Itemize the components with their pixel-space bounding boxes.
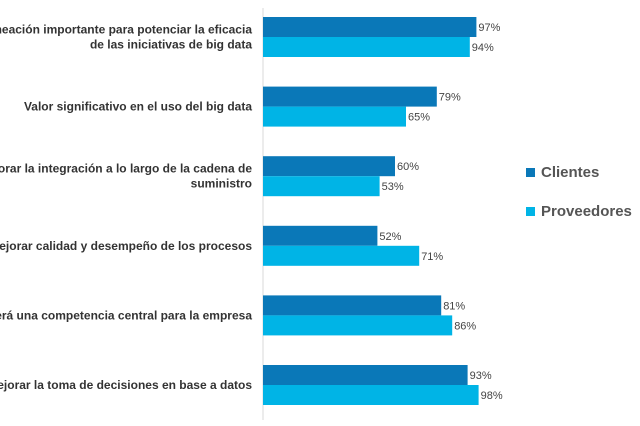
bar-proveedores	[263, 245, 420, 266]
data-label: 94%	[472, 42, 494, 54]
labels-group: Alineación importante para potenciar la …	[0, 22, 503, 402]
data-label: 71%	[421, 251, 443, 263]
data-label: 97%	[478, 22, 500, 34]
category-label-line: suministro	[191, 177, 252, 191]
legend-swatch-clientes	[526, 168, 535, 177]
bar-proveedores	[263, 37, 470, 57]
bar-clientes	[263, 295, 442, 316]
category-label: Alineación importante para potenciar la …	[0, 23, 252, 52]
category-label-line: Mejorar la integración a lo largo de la …	[0, 162, 252, 176]
data-label: 79%	[439, 92, 461, 104]
category-label-line: de las iniciativas de big data	[90, 38, 252, 52]
bar-clientes	[263, 365, 468, 385]
legend-label-clientes: Clientes	[541, 164, 599, 181]
data-label: 98%	[481, 390, 503, 402]
bar-proveedores	[263, 176, 380, 197]
data-label: 93%	[470, 370, 492, 382]
category-label: Valor significativo en el uso del big da…	[24, 100, 252, 114]
bar-proveedores	[263, 385, 479, 405]
category-label-line: Será una competencia central para la emp…	[0, 308, 252, 322]
category-label: Mejorar la integración a lo largo de la …	[0, 162, 252, 191]
data-label: 86%	[454, 320, 476, 332]
category-label-line: Mejorar calidad y desempeño de los proce…	[0, 239, 252, 253]
category-label-line: Valor significativo en el uso del big da…	[24, 100, 252, 114]
category-label-line: Alineación importante para potenciar la …	[0, 23, 252, 37]
data-label: 81%	[443, 300, 465, 312]
data-label: 65%	[408, 112, 430, 124]
bar-proveedores	[263, 315, 453, 336]
category-label: Mejorar la toma de decisiones en base a …	[0, 378, 252, 392]
bars-group	[263, 17, 479, 405]
category-label-line: Mejorar la toma de decisiones en base a …	[0, 378, 252, 392]
category-label: Será una competencia central para la emp…	[0, 308, 252, 322]
legend-swatch-proveedores	[526, 207, 535, 216]
legend: Clientes Proveedores	[526, 164, 632, 220]
legend-label-proveedores: Proveedores	[541, 203, 632, 220]
category-label: Mejorar calidad y desempeño de los proce…	[0, 239, 252, 253]
data-label: 52%	[379, 231, 401, 243]
data-label: 53%	[382, 181, 404, 193]
data-label: 60%	[397, 161, 419, 173]
bar-clientes	[263, 86, 437, 107]
bar-proveedores	[263, 106, 406, 127]
bar-clientes	[263, 156, 395, 177]
bar-clientes	[263, 17, 477, 37]
bar-clientes	[263, 225, 378, 246]
